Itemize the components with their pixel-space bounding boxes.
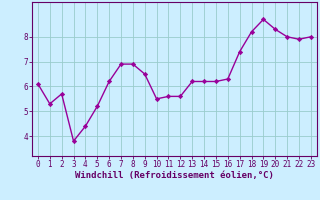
X-axis label: Windchill (Refroidissement éolien,°C): Windchill (Refroidissement éolien,°C)	[75, 171, 274, 180]
